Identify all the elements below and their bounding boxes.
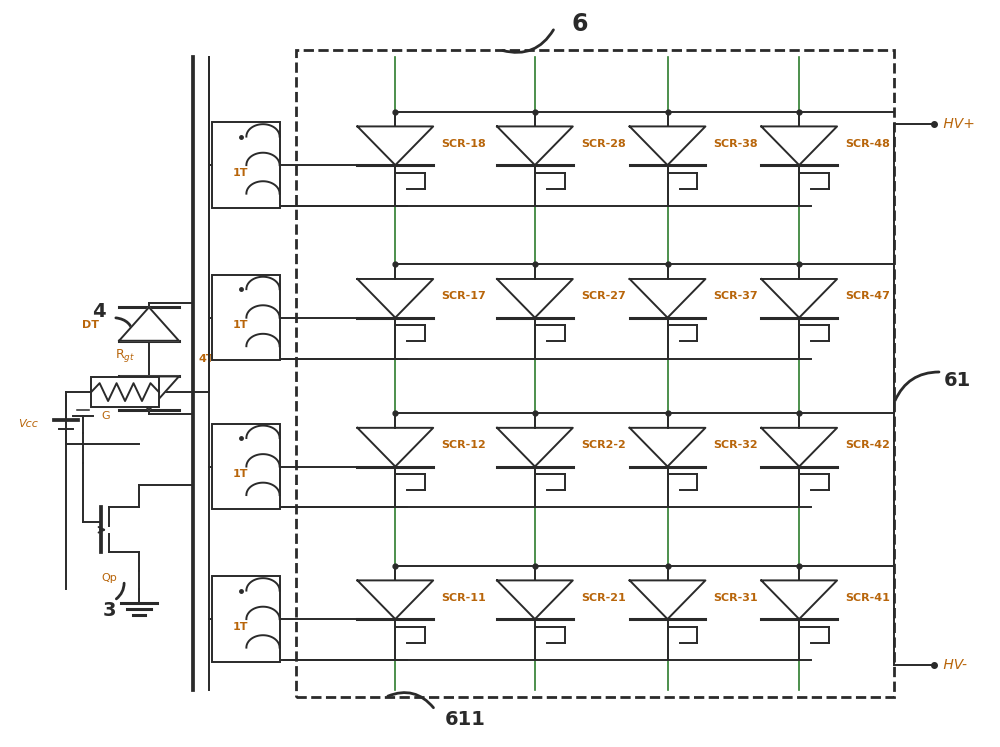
Text: 4: 4 — [92, 303, 106, 321]
Text: SCR-21: SCR-21 — [581, 593, 626, 603]
Text: R$_{gt}$: R$_{gt}$ — [115, 347, 135, 364]
Bar — [212, 275, 280, 361]
Text: SCR-32: SCR-32 — [713, 440, 758, 450]
Text: Vcc: Vcc — [18, 419, 38, 429]
Polygon shape — [357, 428, 433, 467]
Text: SCR-37: SCR-37 — [713, 291, 758, 301]
Text: 1T: 1T — [233, 320, 248, 330]
Text: SCR-17: SCR-17 — [441, 291, 486, 301]
Text: SCR-41: SCR-41 — [845, 593, 890, 603]
Bar — [212, 123, 280, 208]
FancyArrowPatch shape — [895, 372, 939, 400]
Text: DT: DT — [82, 320, 99, 330]
FancyArrowPatch shape — [388, 692, 433, 707]
FancyArrowPatch shape — [116, 318, 134, 335]
Polygon shape — [497, 580, 573, 619]
Polygon shape — [630, 126, 705, 165]
Polygon shape — [497, 126, 573, 165]
Polygon shape — [119, 376, 179, 410]
FancyArrowPatch shape — [116, 583, 124, 599]
Text: SCR-47: SCR-47 — [845, 291, 890, 301]
Text: Qp: Qp — [101, 573, 117, 583]
Polygon shape — [630, 428, 705, 467]
Text: 1T: 1T — [233, 469, 248, 479]
Text: SCR-12: SCR-12 — [441, 440, 486, 450]
Bar — [212, 576, 280, 662]
FancyArrowPatch shape — [503, 30, 553, 52]
Polygon shape — [761, 126, 837, 165]
Text: HV-: HV- — [939, 658, 967, 672]
Text: 3: 3 — [102, 601, 116, 620]
Text: SCR-18: SCR-18 — [441, 139, 486, 149]
Text: SCR2-2: SCR2-2 — [581, 440, 626, 450]
Text: 61: 61 — [944, 371, 971, 391]
Polygon shape — [357, 279, 433, 317]
Text: SCR-28: SCR-28 — [581, 139, 626, 149]
Polygon shape — [119, 307, 179, 341]
Text: SCR-48: SCR-48 — [845, 139, 890, 149]
Text: SCR-38: SCR-38 — [713, 139, 758, 149]
Text: 6: 6 — [572, 12, 588, 36]
Polygon shape — [357, 126, 433, 165]
Text: 1T: 1T — [233, 622, 248, 631]
Text: SCR-42: SCR-42 — [845, 440, 890, 450]
Text: 1T: 1T — [233, 167, 248, 178]
Polygon shape — [761, 428, 837, 467]
Text: 611: 611 — [445, 710, 486, 729]
Polygon shape — [357, 580, 433, 619]
Text: SCR-27: SCR-27 — [581, 291, 626, 301]
Text: 4T: 4T — [199, 353, 214, 364]
Polygon shape — [761, 279, 837, 317]
Polygon shape — [630, 580, 705, 619]
Text: HV+: HV+ — [939, 117, 975, 131]
Polygon shape — [497, 279, 573, 317]
Text: G: G — [101, 411, 110, 421]
Bar — [212, 424, 280, 509]
Polygon shape — [497, 428, 573, 467]
Polygon shape — [630, 279, 705, 317]
Text: SCR-11: SCR-11 — [441, 593, 486, 603]
Text: SCR-31: SCR-31 — [713, 593, 758, 603]
Polygon shape — [761, 580, 837, 619]
Bar — [91, 377, 159, 407]
